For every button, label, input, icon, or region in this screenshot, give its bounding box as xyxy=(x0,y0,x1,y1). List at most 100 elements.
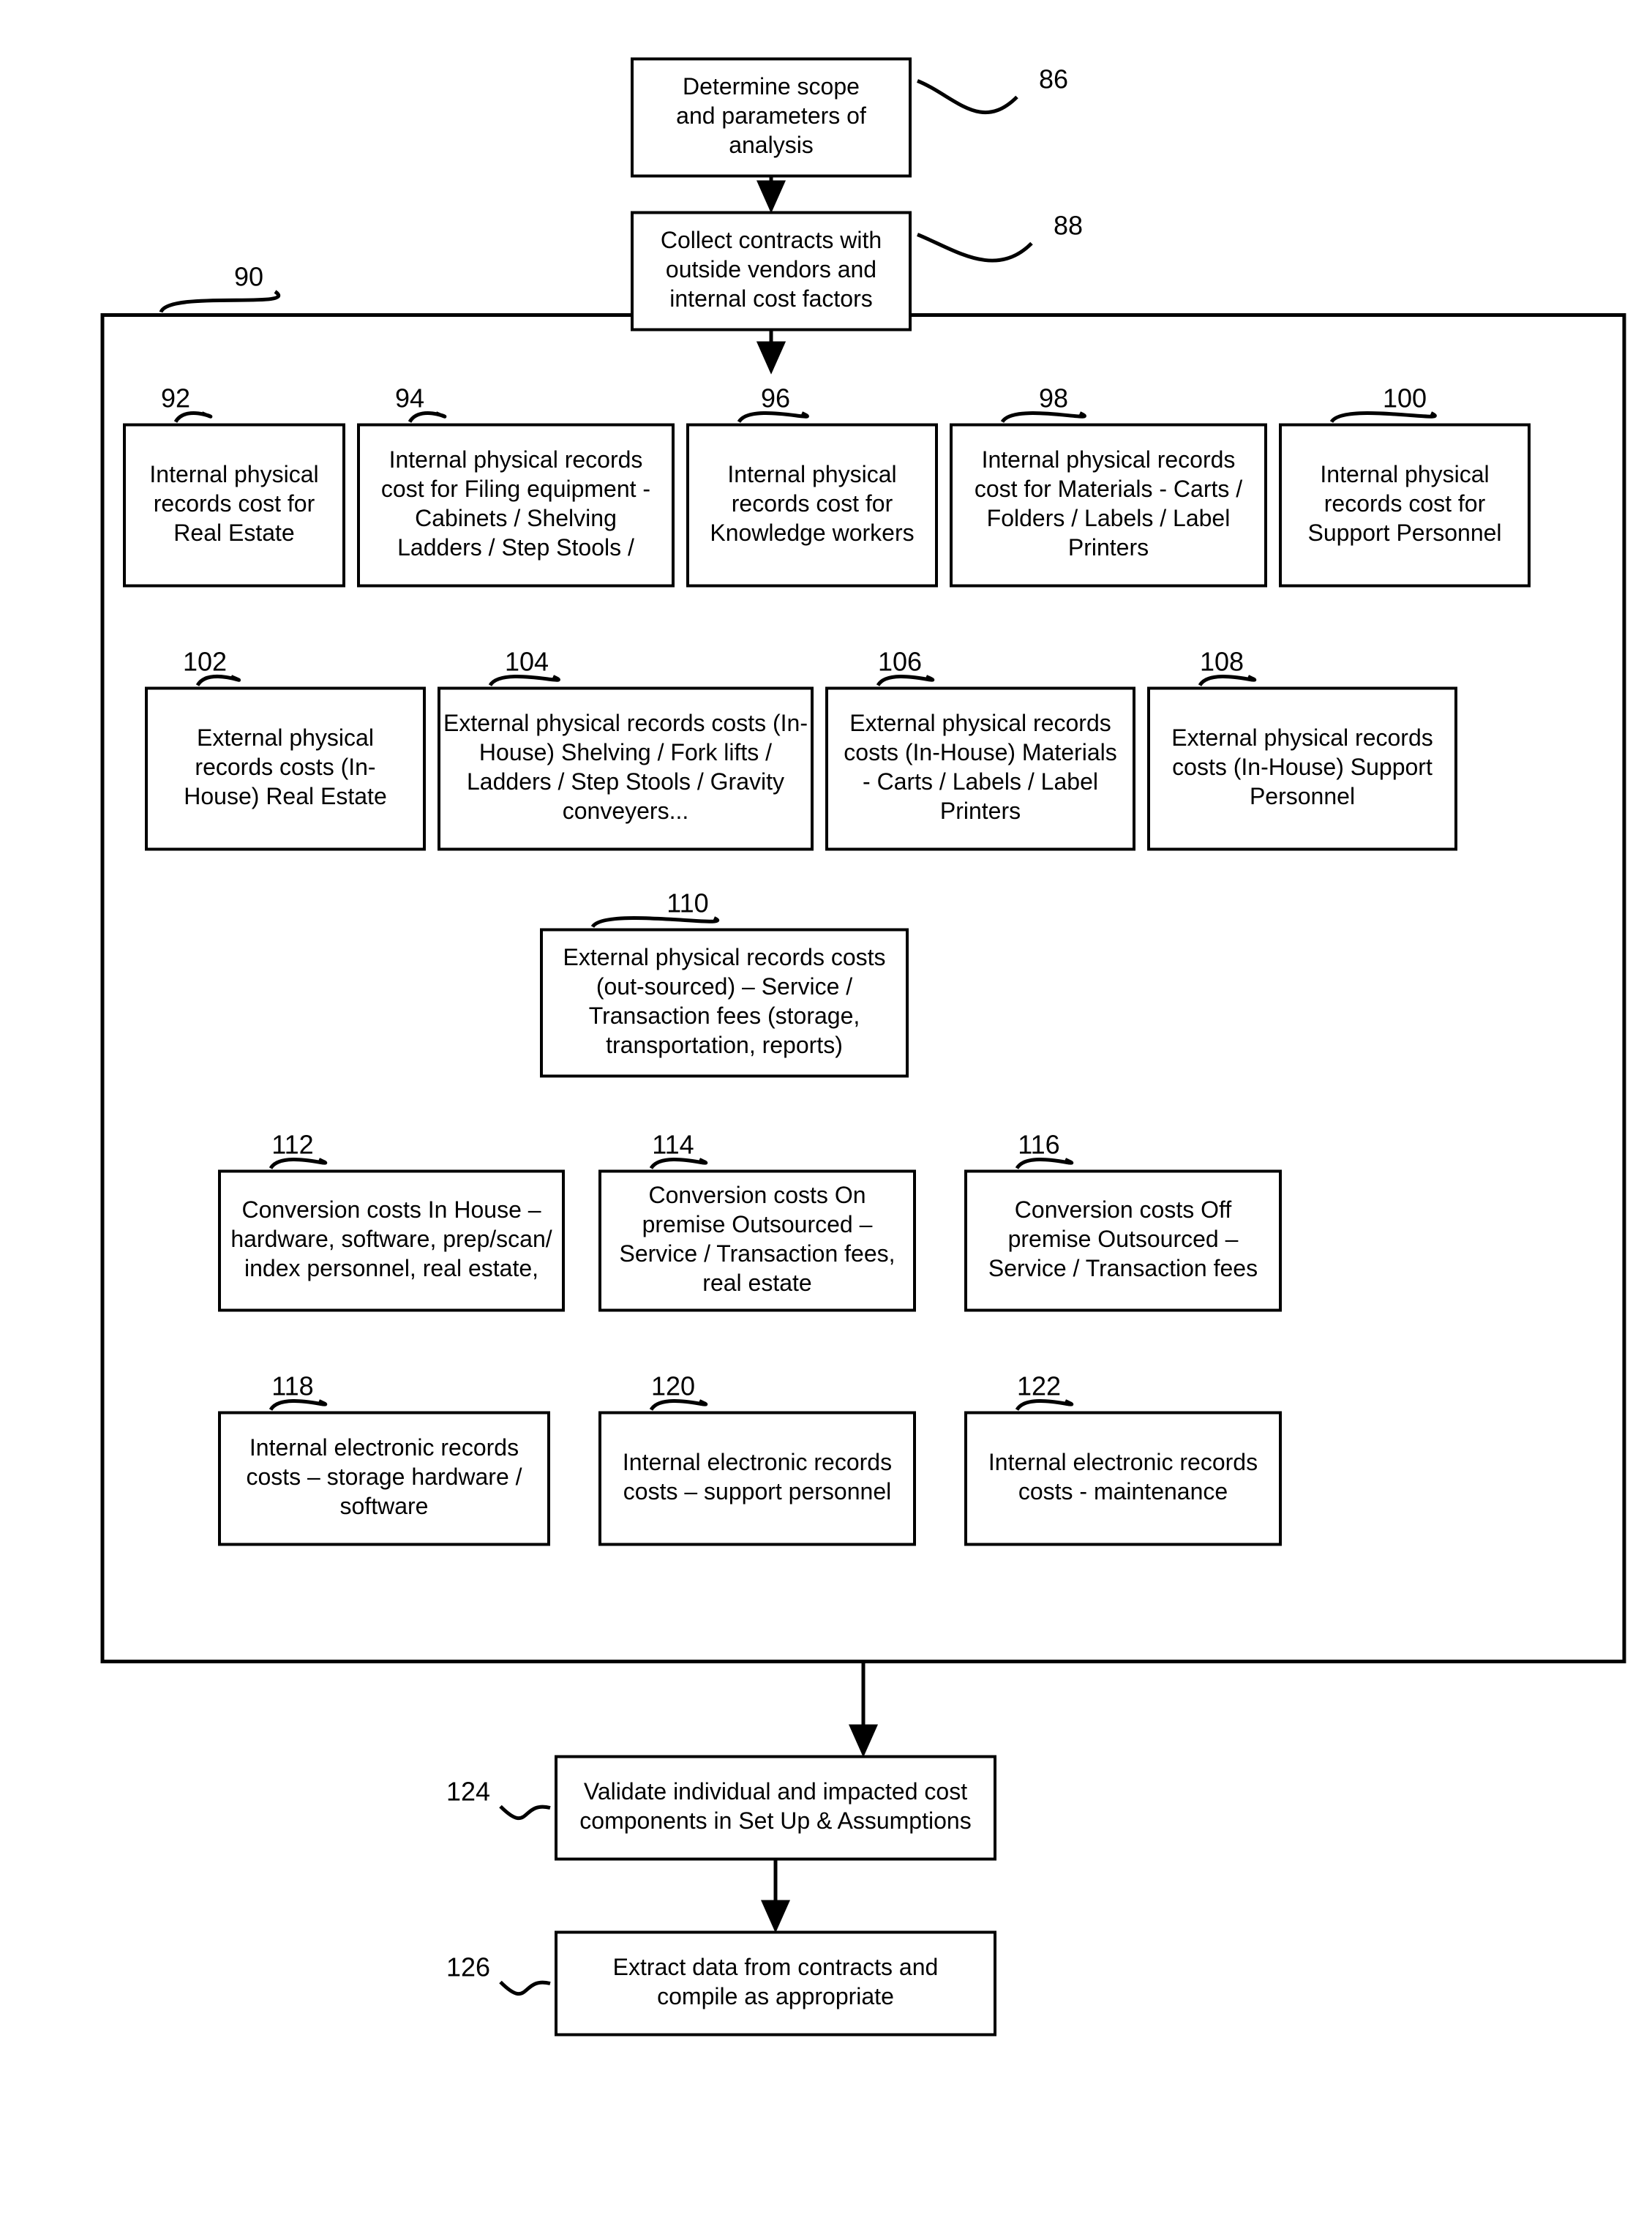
ref-num-86: 86 xyxy=(1039,64,1068,94)
box-86-line2: analysis xyxy=(729,132,814,158)
box-122-line1: costs - maintenance xyxy=(1018,1478,1228,1505)
box-114-line1: premise Outsourced – xyxy=(642,1211,873,1237)
box-110-line3: transportation, reports) xyxy=(606,1032,843,1058)
box-120-line0: Internal electronic records xyxy=(623,1449,892,1475)
callout-108 xyxy=(1200,677,1255,686)
ref-num-124: 124 xyxy=(446,1777,490,1807)
callout-114 xyxy=(651,1160,706,1169)
box-86-line0: Determine scope xyxy=(683,73,860,100)
callout-116 xyxy=(1017,1160,1072,1169)
box-124-line1: components in Set Up & Assumptions xyxy=(579,1807,971,1834)
box-106-line3: Printers xyxy=(940,798,1021,824)
callout-88 xyxy=(917,235,1032,261)
box-114-line2: Service / Transaction fees, xyxy=(619,1240,895,1267)
callout-126 xyxy=(500,1982,550,1994)
box-126-line0: Extract data from contracts and xyxy=(613,1954,939,1980)
box-96-line2: Knowledge workers xyxy=(710,520,914,546)
box-118-line0: Internal electronic records xyxy=(249,1434,519,1461)
callout-100 xyxy=(1332,413,1435,422)
ref-num-120: 120 xyxy=(651,1371,695,1401)
box-114-line0: Conversion costs On xyxy=(648,1182,866,1208)
box-122-line0: Internal electronic records xyxy=(988,1449,1258,1475)
callout-86 xyxy=(917,81,1017,113)
box-112-line0: Conversion costs In House – xyxy=(241,1196,541,1223)
ref-num-102: 102 xyxy=(183,647,227,677)
box-106-line1: costs (In-House) Materials xyxy=(844,739,1116,765)
box-104-line3: conveyers... xyxy=(563,798,689,824)
ref-num-90: 90 xyxy=(234,262,263,292)
box-108-line2: Personnel xyxy=(1250,783,1355,809)
box-124-line0: Validate individual and impacted cost xyxy=(584,1778,967,1805)
box-108-line0: External physical records xyxy=(1171,724,1433,751)
callout-124 xyxy=(500,1807,550,1818)
callout-98 xyxy=(1002,413,1084,422)
box-114-line3: real estate xyxy=(702,1270,811,1296)
callout-90 xyxy=(161,292,279,312)
box-104-line0: External physical records costs (In- xyxy=(443,710,808,736)
callout-92 xyxy=(176,413,211,422)
box-88-line0: Collect contracts with xyxy=(661,227,882,253)
box-110-line1: (out-sourced) – Service / xyxy=(596,973,852,1000)
box-88-line1: outside vendors and xyxy=(666,256,876,282)
box-96-line1: records cost for xyxy=(732,490,893,517)
box-98-line0: Internal physical records xyxy=(982,446,1236,473)
box-102-line0: External physical xyxy=(197,724,374,751)
callout-122 xyxy=(1017,1401,1072,1410)
box-120-line1: costs – support personnel xyxy=(623,1478,891,1505)
box-94-line3: Ladders / Step Stools / xyxy=(397,534,634,561)
ref-num-100: 100 xyxy=(1383,383,1427,413)
box-116-line1: premise Outsourced – xyxy=(1008,1226,1239,1252)
box-100-line1: records cost for xyxy=(1324,490,1486,517)
box-104-line1: House) Shelving / Fork lifts / xyxy=(479,739,772,765)
ref-num-108: 108 xyxy=(1200,647,1244,677)
box-86-line1: and parameters of xyxy=(676,102,866,129)
box-108-line1: costs (In-House) Support xyxy=(1172,754,1433,780)
ref-num-94: 94 xyxy=(395,383,424,413)
box-102-line2: House) Real Estate xyxy=(184,783,386,809)
box-94-line1: cost for Filing equipment - xyxy=(381,476,650,502)
box-116-line0: Conversion costs Off xyxy=(1015,1196,1232,1223)
box-98-line2: Folders / Labels / Label xyxy=(987,505,1231,531)
box-94-line0: Internal physical records xyxy=(389,446,643,473)
ref-num-116: 116 xyxy=(1018,1130,1059,1160)
ref-num-118: 118 xyxy=(271,1371,313,1401)
box-110-line2: Transaction fees (storage, xyxy=(589,1003,860,1029)
ref-num-106: 106 xyxy=(878,647,922,677)
box-94-line2: Cabinets / Shelving xyxy=(415,505,617,531)
flowchart-diagram: Determine scopeand parameters of analysis… xyxy=(29,29,1652,2189)
box-112-line2: index personnel, real estate, xyxy=(244,1255,538,1281)
box-88-line2: internal cost factors xyxy=(669,285,872,312)
ref-num-126: 126 xyxy=(446,1952,490,1982)
box-100-line2: Support Personnel xyxy=(1307,520,1501,546)
box-92-line0: Internal physical xyxy=(149,461,318,487)
ref-num-110: 110 xyxy=(667,888,708,918)
ref-num-98: 98 xyxy=(1039,383,1068,413)
box-118-line2: software xyxy=(340,1493,429,1519)
box-116-line2: Service / Transaction fees xyxy=(988,1255,1258,1281)
box-100-line0: Internal physical xyxy=(1320,461,1489,487)
callout-118 xyxy=(271,1401,326,1410)
callout-96 xyxy=(739,413,807,422)
callout-102 xyxy=(198,677,239,686)
box-98-line1: cost for Materials - Carts / xyxy=(975,476,1242,502)
box-112-line1: hardware, software, prep/scan/ xyxy=(230,1226,552,1252)
box-92-line2: Real Estate xyxy=(173,520,294,546)
ref-num-92: 92 xyxy=(161,383,190,413)
box-104-line2: Ladders / Step Stools / Gravity xyxy=(467,768,784,795)
box-126-line1: compile as appropriate xyxy=(657,1983,894,2009)
callout-120 xyxy=(651,1401,706,1410)
box-110-line0: External physical records costs xyxy=(563,944,885,970)
box-102-line1: records costs (In- xyxy=(195,754,375,780)
callout-112 xyxy=(271,1160,326,1169)
callout-104 xyxy=(490,677,558,686)
ref-num-88: 88 xyxy=(1054,211,1083,241)
box-92-line1: records cost for xyxy=(154,490,315,517)
box-106-line2: - Carts / Labels / Label xyxy=(863,768,1098,795)
callout-94 xyxy=(410,413,445,422)
box-98-line3: Printers xyxy=(1068,534,1149,561)
ref-num-122: 122 xyxy=(1017,1371,1061,1401)
ref-num-96: 96 xyxy=(761,383,790,413)
callout-110 xyxy=(593,918,718,927)
ref-num-114: 114 xyxy=(652,1130,694,1160)
ref-num-104: 104 xyxy=(505,647,549,677)
